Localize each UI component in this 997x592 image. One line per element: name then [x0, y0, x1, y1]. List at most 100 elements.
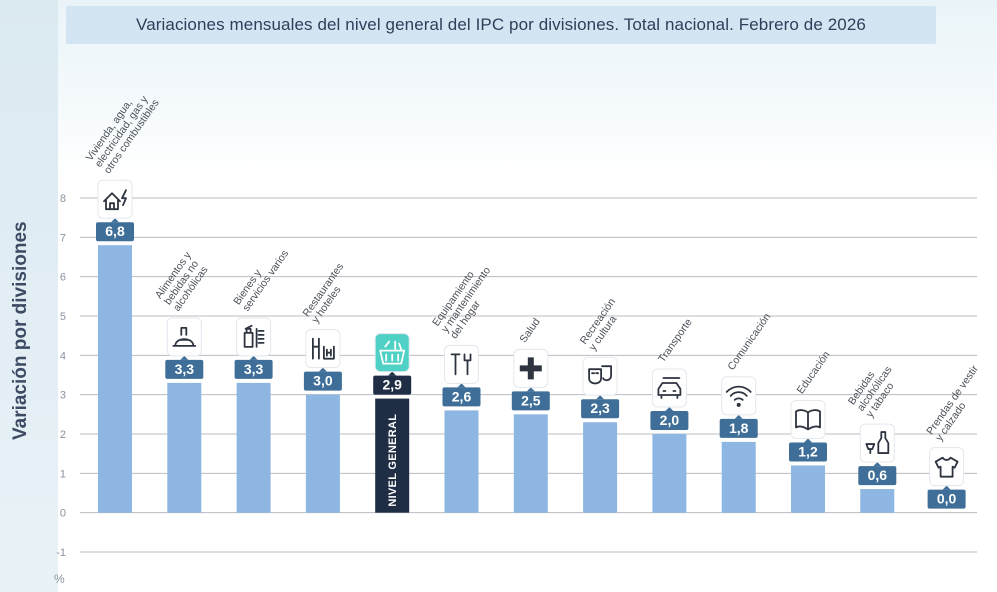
car-icon [651, 368, 687, 408]
y-tick-label: 4 [60, 350, 66, 362]
value-label-notch [596, 395, 605, 400]
bar-inner-label: NIVEL GENERAL [387, 414, 399, 507]
book-icon [790, 399, 826, 439]
wifi-icon [721, 376, 757, 416]
y-tick-label: 6 [60, 272, 66, 284]
y-tick-label: 1 [60, 468, 66, 480]
chart-title: Variaciones mensuales del nivel general … [136, 15, 866, 34]
icon-box [721, 376, 757, 416]
x-tick-label: Bebidasalcohólicasy tabaco [846, 358, 904, 420]
data-label: 3,0 [313, 373, 333, 389]
chart-title-box: Variaciones mensuales del nivel general … [66, 6, 936, 44]
value-label-notch [180, 355, 189, 360]
value-label-bg [373, 375, 412, 395]
tshirt-icon [929, 447, 965, 487]
bar [444, 410, 479, 513]
value-label-notch [111, 218, 119, 223]
value-label-bg [96, 222, 134, 242]
y-tick-label: 2 [60, 429, 66, 441]
value-label-bg [234, 359, 273, 379]
x-tick-label: Recreacióny cultura [578, 296, 627, 353]
bar [652, 434, 687, 513]
bar [860, 489, 895, 513]
left-band [0, 0, 58, 592]
value-label-bg [719, 418, 758, 438]
house-energy-icon [97, 179, 133, 219]
value-label-notch [873, 462, 882, 467]
food-icon [166, 317, 202, 357]
icon-box [166, 317, 202, 357]
value-label-bg [927, 489, 966, 509]
value-label-notch [665, 407, 674, 411]
bar [167, 382, 202, 513]
value-label-notch [942, 485, 951, 490]
bar [98, 245, 132, 513]
bar [721, 441, 756, 513]
value-label-bg [511, 391, 550, 411]
x-tick-label-line: Salud [517, 316, 542, 345]
x-tick-label: Salud [517, 316, 542, 345]
icon-box [859, 423, 895, 463]
value-label-notch [734, 414, 743, 419]
data-label: 3,3 [175, 361, 195, 377]
data-label: 2,3 [590, 400, 610, 416]
y-unit-label: % [54, 572, 65, 586]
value-label-notch [249, 355, 258, 360]
x-tick-label: Prendas de vestiry calzado [924, 363, 990, 444]
data-label: 3,3 [244, 361, 264, 377]
value-label-notch [388, 371, 397, 376]
personal-care-icon [236, 317, 272, 357]
y-tick-label: 7 [60, 232, 66, 244]
shopping-basket-icon [374, 333, 410, 373]
bar [583, 422, 618, 513]
x-tick-label: Bienes yservicios varios [231, 242, 291, 314]
value-label-bg [789, 442, 827, 462]
bar [791, 465, 825, 513]
icon-box [236, 317, 272, 357]
theater-masks-icon [582, 356, 618, 396]
x-tick-label-line: Transporte [656, 316, 695, 364]
bottle-glass-icon [859, 423, 895, 463]
data-label: 1,8 [729, 420, 749, 436]
bar [236, 382, 271, 513]
data-label: 2,6 [452, 388, 472, 404]
x-tick-label: Educación [795, 349, 833, 396]
value-label-bg [303, 371, 342, 391]
bar [375, 398, 410, 513]
tools-icon [444, 344, 479, 384]
data-label: 2,5 [521, 392, 541, 408]
data-label: 0,0 [937, 491, 957, 507]
value-label-bg [650, 411, 689, 430]
value-label-bg [581, 399, 620, 419]
value-label-bg [442, 387, 481, 407]
icon-box [651, 368, 687, 408]
value-label-notch [526, 387, 535, 392]
value-label-bg [165, 359, 204, 379]
x-tick-label-line: Comunicación [725, 311, 773, 373]
value-label-notch [457, 383, 466, 388]
data-label: 1,2 [798, 443, 818, 459]
x-tick-label: Vivienda, agua,electricidad, gas yotros … [84, 85, 162, 176]
x-tick-label: Equipamientoy mantenimientodel hogar [430, 258, 502, 341]
data-label: 0,6 [868, 467, 888, 483]
data-label: 6,8 [105, 223, 125, 239]
data-label: 2,0 [660, 412, 680, 428]
y-tick-label: 0 [60, 508, 66, 520]
data-label: 2,9 [382, 377, 402, 393]
value-label-bg [858, 466, 897, 486]
bar [305, 394, 340, 513]
restaurant-icon [305, 329, 341, 369]
icon-box [97, 179, 133, 219]
bar [513, 414, 548, 513]
y-tick-label: -1 [56, 547, 66, 559]
icon-box [444, 344, 479, 384]
x-tick-label: Transporte [656, 316, 695, 364]
value-label-notch [804, 438, 812, 443]
health-cross-icon [513, 348, 549, 388]
x-tick-label-line: Educación [795, 349, 833, 396]
x-tick-label: Alimentos ybebidas noalcohólicas [153, 249, 212, 314]
value-label-notch [318, 367, 327, 372]
y-tick-label: 3 [60, 390, 66, 402]
x-tick-label: Comunicación [725, 311, 773, 373]
